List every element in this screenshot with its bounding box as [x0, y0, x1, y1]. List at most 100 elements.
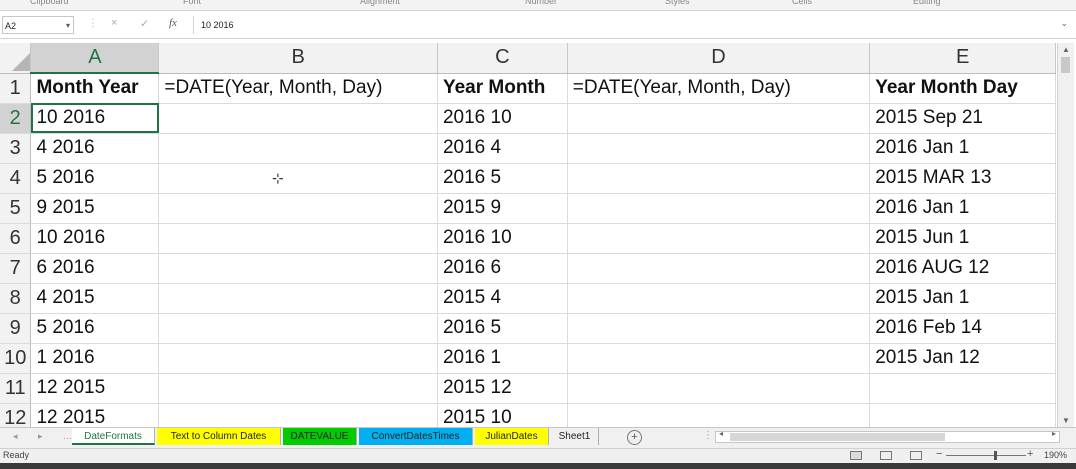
chevron-down-icon[interactable]: ▾ [65, 21, 70, 30]
cell-a2[interactable]: 10 2016 [30, 103, 160, 134]
cell-a11[interactable]: 12 2015 [30, 373, 160, 404]
cancel-icon[interactable]: × [111, 17, 118, 29]
name-box[interactable]: A2 ▾ [2, 16, 74, 34]
horizontal-scrollbar[interactable]: ◂ ▸ [715, 429, 1060, 443]
row-header-7[interactable]: 7 [0, 253, 32, 284]
cell-c2[interactable]: 2016 10 [437, 103, 568, 134]
row-header-10[interactable]: 10 [0, 343, 32, 374]
row-header-2[interactable]: 2 [0, 103, 32, 134]
cell-e1[interactable]: Year Month Day [869, 73, 1056, 104]
column-header-e[interactable]: E [869, 43, 1056, 74]
row-header-5[interactable]: 5 [0, 193, 32, 224]
column-header-b[interactable]: B [158, 43, 438, 74]
cell-c4[interactable]: 2016 5 [437, 163, 568, 194]
cell-a3[interactable]: 4 2016 [30, 133, 160, 164]
cell-e7[interactable]: 2016 AUG 12 [869, 253, 1056, 284]
cell-d5[interactable] [567, 193, 871, 224]
column-header-c[interactable]: C [437, 43, 568, 74]
cell-c3[interactable]: 2016 4 [437, 133, 568, 164]
drag-handle-icon[interactable]: ⋮ [88, 18, 98, 29]
scroll-down-icon[interactable]: ▼ [1062, 416, 1070, 425]
cell-e11[interactable] [869, 373, 1056, 404]
cell-e6[interactable]: 2015 Jun 1 [869, 223, 1056, 254]
enter-icon[interactable]: ✓ [140, 18, 150, 30]
cell-e8[interactable]: 2015 Jan 1 [869, 283, 1056, 314]
cell-b7[interactable] [158, 253, 438, 284]
cell-b3[interactable] [158, 133, 438, 164]
expand-formula-icon[interactable]: ⌄ [1060, 18, 1068, 28]
horizontal-scroll-thumb[interactable] [730, 433, 945, 441]
row-header-12[interactable]: 12 [0, 403, 32, 427]
vertical-scrollbar[interactable]: ▲ ▼ [1057, 43, 1074, 427]
cell-c7[interactable]: 2016 6 [437, 253, 568, 284]
row-header-1[interactable]: 1 [0, 73, 32, 104]
tab-more-icon[interactable]: … [63, 431, 72, 441]
cell-c10[interactable]: 2016 1 [437, 343, 568, 374]
cell-d7[interactable] [567, 253, 871, 284]
sheet-tab-juliandates[interactable]: JulianDates [475, 428, 549, 445]
scroll-left-icon[interactable]: ◂ [719, 429, 724, 438]
zoom-slider[interactable] [946, 455, 1026, 456]
sheet-tab-convertdatestimes[interactable]: ConvertDatesTimes [359, 428, 473, 445]
zoom-in-icon[interactable]: + [1027, 448, 1034, 460]
row-header-8[interactable]: 8 [0, 283, 32, 314]
tab-next-icon[interactable]: ▸ [38, 431, 43, 441]
cell-d10[interactable] [567, 343, 871, 374]
scroll-right-icon[interactable]: ▸ [1051, 429, 1056, 438]
select-all-button[interactable] [0, 43, 32, 74]
cell-c9[interactable]: 2016 5 [437, 313, 568, 344]
cell-d8[interactable] [567, 283, 871, 314]
cell-a1[interactable]: Month Year [30, 73, 160, 104]
row-header-11[interactable]: 11 [0, 373, 32, 404]
page-break-preview-icon[interactable] [910, 451, 922, 460]
vertical-scroll-thumb[interactable] [1061, 57, 1070, 73]
cell-a5[interactable]: 9 2015 [30, 193, 160, 224]
cell-a9[interactable]: 5 2016 [30, 313, 160, 344]
cell-b5[interactable] [158, 193, 438, 224]
cell-c8[interactable]: 2015 4 [437, 283, 568, 314]
zoom-out-icon[interactable]: − [936, 448, 943, 460]
row-header-4[interactable]: 4 [0, 163, 32, 194]
sheet-tab-dateformats[interactable]: DateFormats [72, 428, 155, 445]
row-header-6[interactable]: 6 [0, 223, 32, 254]
cell-c5[interactable]: 2015 9 [437, 193, 568, 224]
sheet-tab-text-to-column-dates[interactable]: Text to Column Dates [157, 428, 281, 445]
column-header-a[interactable]: A [30, 43, 160, 74]
cell-b9[interactable] [158, 313, 438, 344]
normal-view-icon[interactable] [850, 451, 862, 460]
cell-d9[interactable] [567, 313, 871, 344]
cell-e10[interactable]: 2015 Jan 12 [869, 343, 1056, 374]
cell-d2[interactable] [567, 103, 871, 134]
cell-c1[interactable]: Year Month [437, 73, 568, 104]
sheet-tab-sheet1[interactable]: Sheet1 [551, 428, 599, 445]
cell-d3[interactable] [567, 133, 871, 164]
cell-b6[interactable] [158, 223, 438, 254]
cell-e4[interactable]: 2015 MAR 13 [869, 163, 1056, 194]
cell-d1[interactable]: =DATE(Year, Month, Day) [567, 73, 871, 104]
cell-b8[interactable] [158, 283, 438, 314]
add-sheet-icon[interactable]: + [627, 430, 642, 445]
function-icon[interactable]: fx [169, 17, 177, 29]
page-layout-view-icon[interactable] [880, 451, 892, 460]
cell-e9[interactable]: 2016 Feb 14 [869, 313, 1056, 344]
cell-d12[interactable] [567, 403, 871, 427]
row-header-3[interactable]: 3 [0, 133, 32, 164]
cell-b2[interactable] [158, 103, 438, 134]
column-header-d[interactable]: D [567, 43, 871, 74]
cell-a7[interactable]: 6 2016 [30, 253, 160, 284]
sheet-tab-datevalue[interactable]: DATEVALUE [283, 428, 357, 445]
cell-c6[interactable]: 2016 10 [437, 223, 568, 254]
cell-b12[interactable] [158, 403, 438, 427]
cell-e2[interactable]: 2015 Sep 21 [869, 103, 1056, 134]
cell-a10[interactable]: 1 2016 [30, 343, 160, 374]
cell-e12[interactable] [869, 403, 1056, 427]
tab-split-handle[interactable]: ⋮ [703, 430, 713, 441]
formula-input[interactable]: 10 2016 [193, 16, 1071, 34]
cell-c11[interactable]: 2015 12 [437, 373, 568, 404]
cell-b10[interactable] [158, 343, 438, 374]
cell-d6[interactable] [567, 223, 871, 254]
cell-d11[interactable] [567, 373, 871, 404]
cell-b4[interactable] [158, 163, 438, 194]
row-header-9[interactable]: 9 [0, 313, 32, 344]
zoom-level[interactable]: 190% [1044, 450, 1068, 460]
